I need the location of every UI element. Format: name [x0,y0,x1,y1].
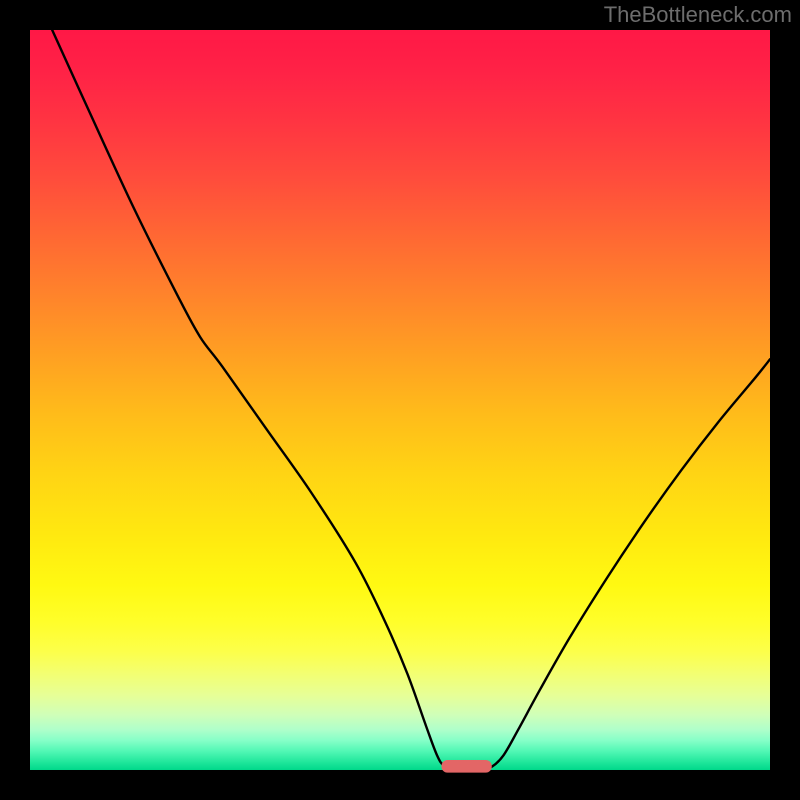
plot-background [30,30,770,770]
optimal-marker [441,760,491,773]
watermark-text: TheBottleneck.com [604,2,792,27]
